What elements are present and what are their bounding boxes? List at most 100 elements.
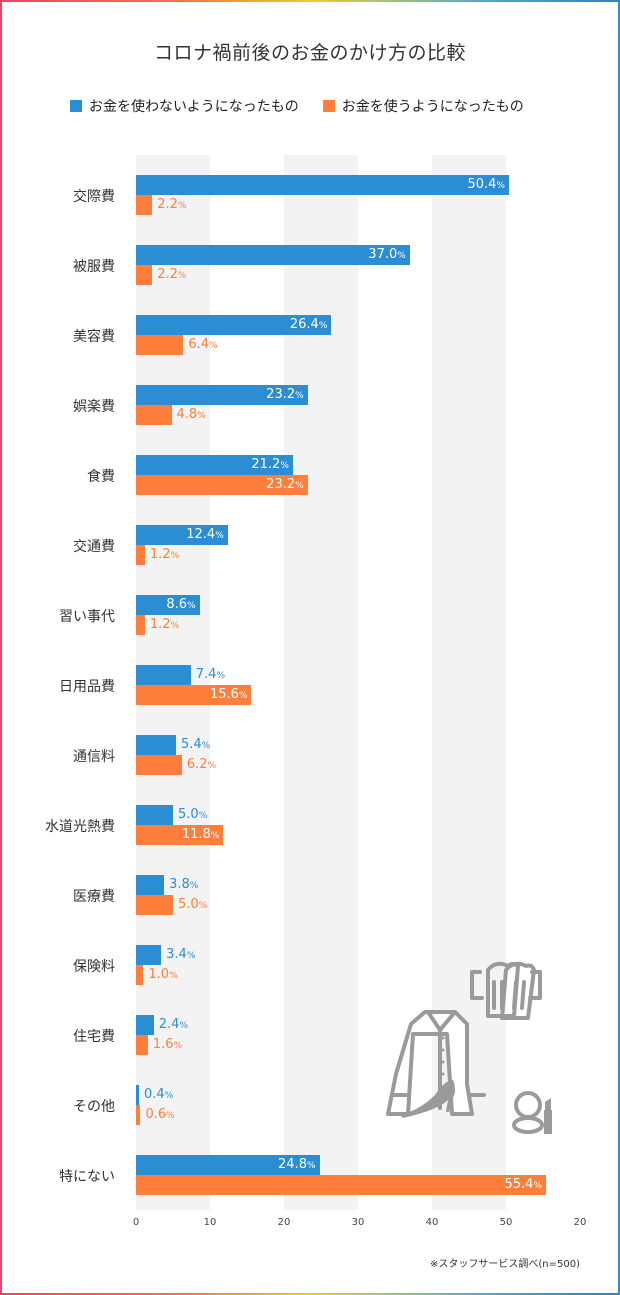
bar-value-label: 5.4%	[180, 737, 211, 752]
grid-band	[284, 155, 358, 1210]
bar-value-label: 6.4%	[188, 337, 218, 352]
bar-value-label: 0.6%	[145, 1107, 175, 1122]
bar-increase	[136, 615, 145, 635]
legend: お金を使わないようになったもの お金を使うようになったもの	[70, 96, 548, 116]
category-label: 水道光熱費	[45, 819, 115, 835]
bar-value-label: 1.2%	[149, 617, 180, 632]
border-right	[618, 0, 620, 1295]
bar-decrease	[136, 665, 191, 685]
bar-decrease	[136, 385, 308, 405]
bar-decrease	[136, 315, 332, 335]
category-label: 住宅費	[73, 1029, 115, 1045]
legend-item-increase: お金を使うようになったもの	[322, 96, 524, 116]
chart-title: コロナ禍前後のお金のかけ方の比較	[153, 42, 466, 64]
gradient-border-bottom	[0, 1293, 620, 1295]
legend-label: お金を使わないようになったもの	[89, 99, 299, 115]
bar-decrease	[136, 1155, 320, 1175]
bar-increase	[136, 1035, 148, 1055]
x-tick-label: 50	[499, 1217, 513, 1228]
bar-value-label: 2.2%	[157, 197, 187, 212]
bar-decrease	[136, 1015, 154, 1035]
bar-decrease	[136, 945, 162, 965]
border-left	[0, 0, 2, 1295]
gradient-border-top	[0, 0, 620, 2]
bar-value-label: 4.8%	[176, 407, 206, 422]
bar-decrease	[136, 175, 509, 195]
bar-value-label: 5.0%	[178, 897, 208, 912]
legend-item-decrease: お金を使わないようになったもの	[70, 96, 299, 116]
compact-mirror-icon	[512, 1091, 544, 1134]
bar-value-label: 24.8%	[278, 1157, 316, 1172]
bar-decrease	[136, 735, 176, 755]
bar-decrease	[136, 875, 165, 895]
plot-area: 50.4% 2.2% 37.0% 2.2% 26.4% 6.4% 23.2% 4.8% 21.2…	[136, 155, 580, 1210]
bar-value-label: 26.4%	[289, 317, 328, 332]
bar-increase	[136, 895, 173, 915]
bar-increase	[136, 405, 172, 425]
x-tick-label: 40	[425, 1217, 439, 1228]
bar-increase	[136, 1175, 546, 1195]
bar-value-label: 50.4%	[467, 177, 505, 192]
lipstick-icon	[544, 1110, 552, 1134]
bar-value-label: 11.8%	[181, 827, 220, 842]
bar-value-label: 23.2%	[266, 477, 304, 492]
bar-increase	[136, 825, 224, 845]
bar-decrease	[136, 1085, 139, 1105]
bar-increase	[136, 545, 145, 565]
illustration-icon	[386, 961, 552, 1134]
bar-decrease	[136, 455, 293, 475]
bar-value-label: 12.4%	[186, 527, 224, 542]
source-note: ※スタッフサービス調べ(n=500)	[430, 1259, 580, 1270]
bar-value-label: 21.2%	[251, 457, 289, 472]
bar-value-label: 1.6%	[152, 1037, 183, 1052]
beer-mugs-icon	[470, 961, 542, 1020]
bar-increase	[136, 965, 144, 985]
category-label: 食費	[87, 469, 115, 485]
bar-decrease	[136, 245, 410, 265]
bar-value-label: 1.0%	[148, 967, 178, 982]
category-label: 交際費	[73, 189, 115, 205]
category-label: 習い事代	[59, 609, 115, 625]
bar-value-label: 23.2%	[266, 387, 304, 402]
category-label: 被服費	[73, 259, 115, 275]
category-label: 日用品費	[59, 679, 115, 695]
category-label: 交通費	[73, 539, 115, 555]
x-tick-label: 10	[203, 1217, 217, 1228]
bar-increase	[136, 755, 182, 775]
bar-increase	[136, 265, 153, 285]
bar-value-label: 2.4%	[158, 1017, 188, 1032]
category-label: 美容費	[73, 329, 115, 345]
bar-increase	[136, 685, 252, 705]
x-tick-label: 30	[351, 1217, 365, 1228]
category-label: 医療費	[73, 889, 115, 905]
bar-increase	[136, 335, 184, 355]
bar-decrease	[136, 805, 173, 825]
legend-label: お金を使うようになったもの	[341, 99, 524, 115]
bar-increase	[136, 1105, 141, 1125]
bar-value-label: 6.2%	[186, 757, 217, 772]
legend-swatch-blue	[70, 100, 82, 112]
x-tick-label: 20	[573, 1217, 587, 1228]
bar-value-label: 3.8%	[169, 877, 199, 892]
bar-value-label: 0.4%	[144, 1087, 174, 1102]
category-label: 通信料	[73, 749, 115, 765]
bar-increase	[136, 475, 308, 495]
bar-value-label: 1.2%	[149, 547, 180, 562]
bar-value-label: 5.0%	[178, 807, 208, 822]
bar-decrease	[136, 595, 200, 615]
category-label: その他	[73, 1099, 115, 1115]
bar-value-label: 8.6%	[166, 597, 196, 612]
bar-value-label: 2.2%	[157, 267, 187, 282]
bar-increase	[136, 195, 153, 215]
legend-swatch-orange	[322, 100, 335, 112]
bar-value-label: 7.4%	[195, 667, 225, 682]
bar-value-label: 55.4%	[504, 1177, 542, 1192]
high-heel-icon	[400, 1080, 455, 1118]
bar-decrease	[136, 525, 228, 545]
bar-value-label: 15.6%	[209, 687, 248, 702]
category-label: 保険料	[73, 959, 115, 975]
category-label: 娯楽費	[73, 399, 115, 415]
x-tick-label: 20	[277, 1217, 291, 1228]
bar-value-label: 37.0%	[368, 247, 406, 262]
